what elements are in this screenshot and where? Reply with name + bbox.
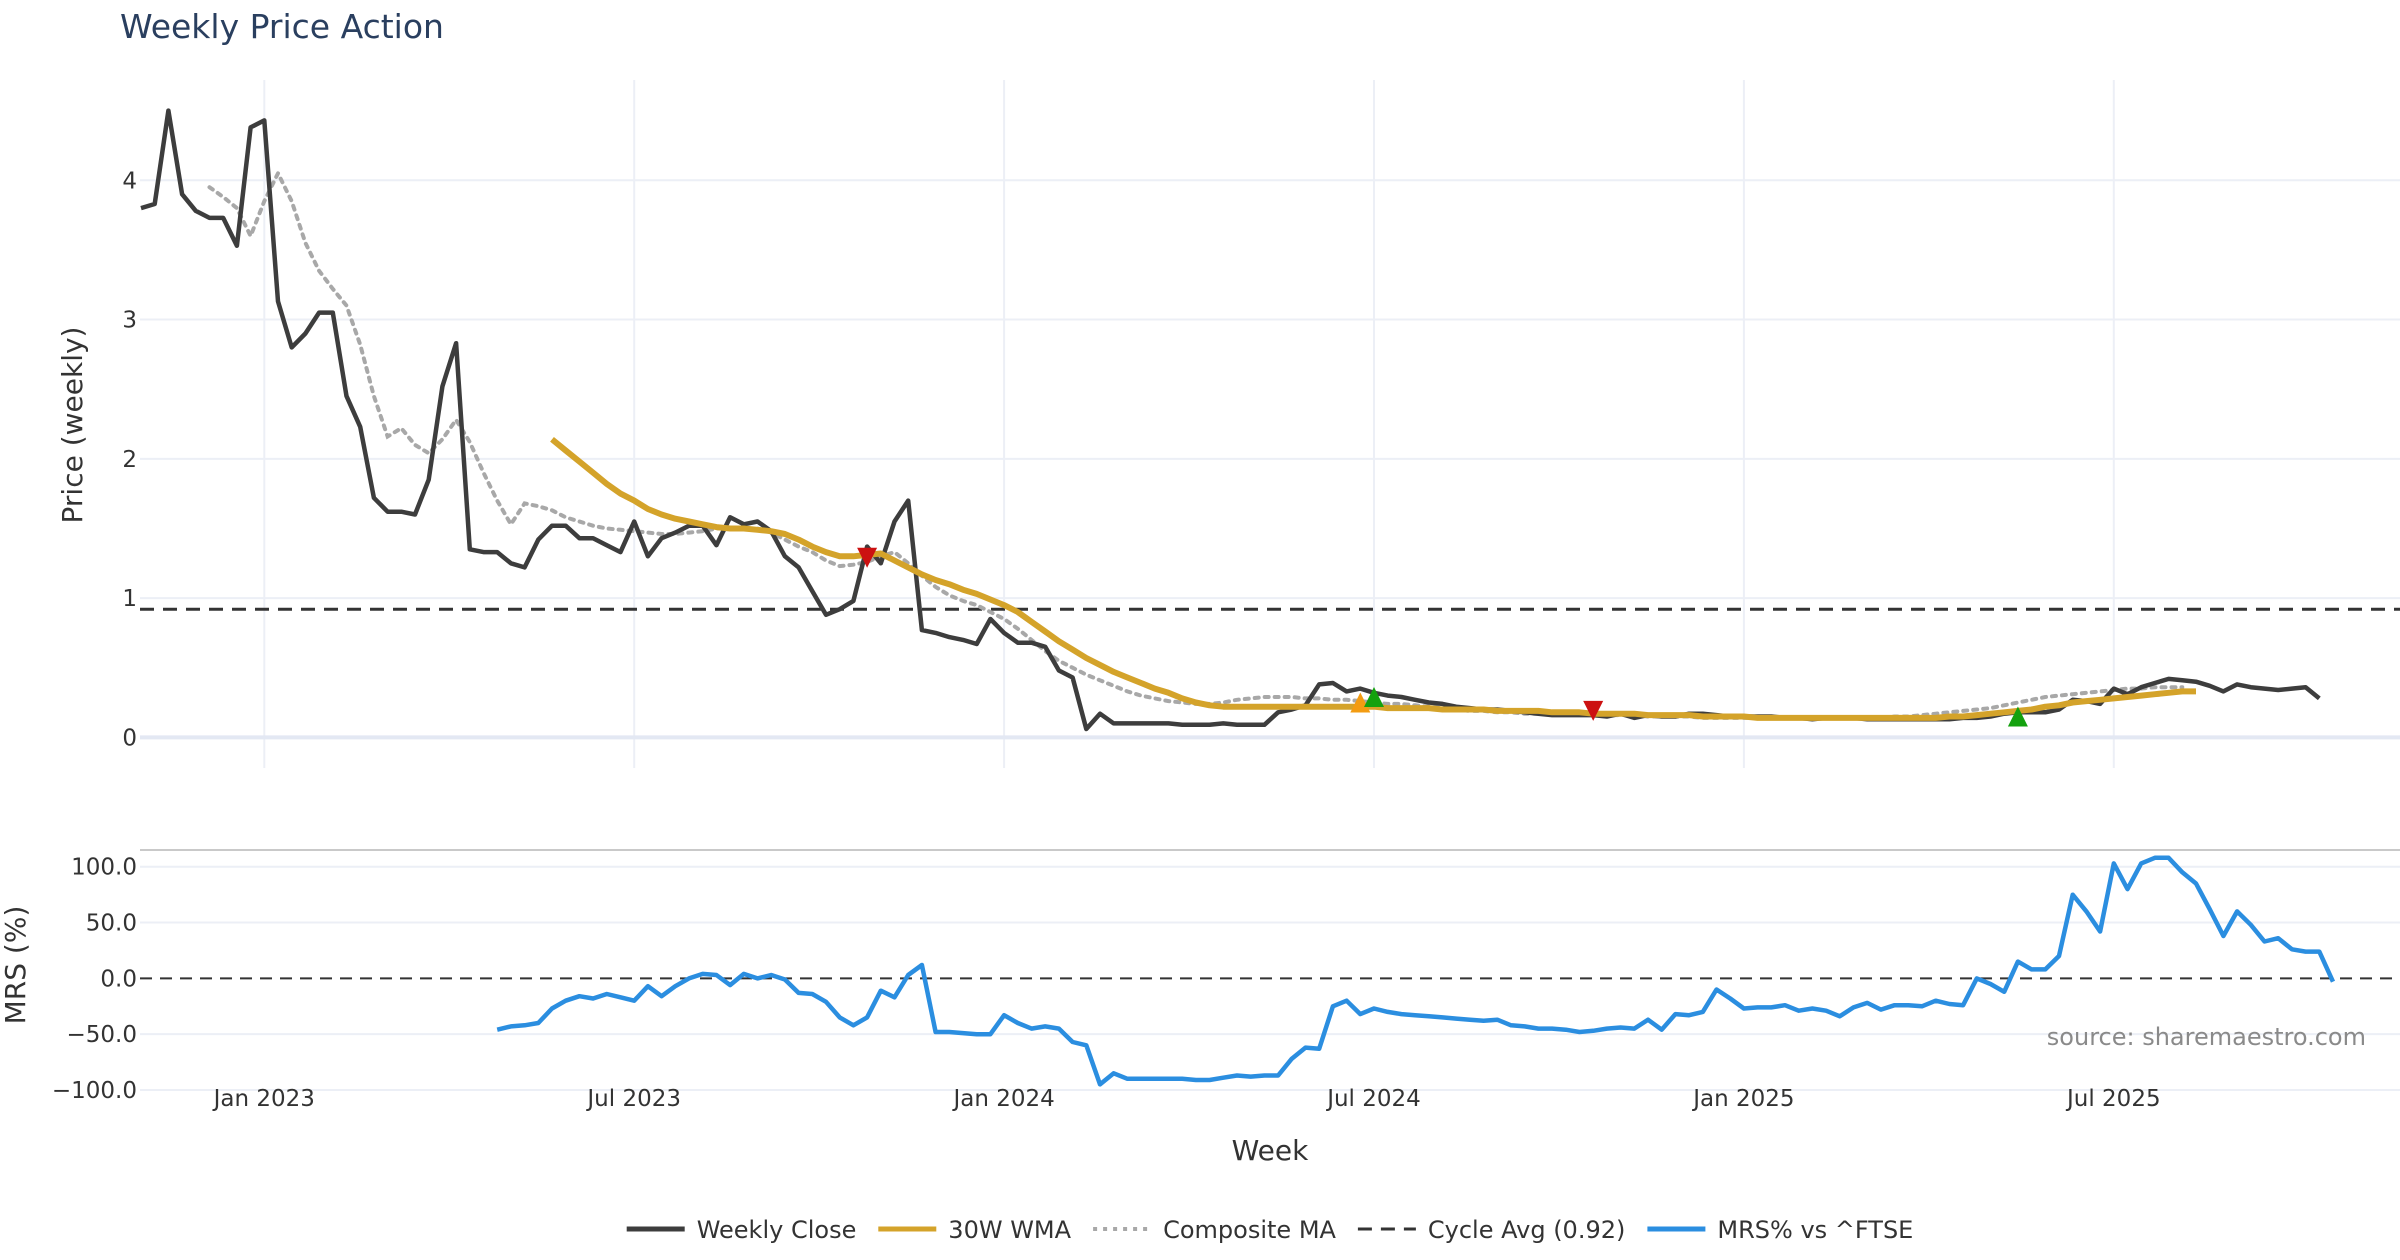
mrs-y-ticks: 100.0 50.0 0.0 −50.0 −100.0 [52, 855, 137, 1104]
x-tick-label: Jul 2024 [1325, 1086, 1421, 1112]
price-series [140, 108, 2400, 732]
signal-sell-marker [1583, 700, 1604, 721]
mrs-ytick-label: −100.0 [52, 1078, 137, 1104]
legend-item-composite: Composite MA [1093, 1216, 1337, 1244]
price-gridlines [140, 80, 2400, 768]
legend-label-close: Weekly Close [697, 1216, 857, 1244]
legend-label-mrs: MRS% vs ^FTSE [1717, 1216, 1913, 1244]
signal-buy-green-marker [1364, 686, 1384, 707]
signal-buy-green-marker [2007, 706, 2028, 727]
price-ytick-label: 2 [122, 447, 137, 473]
mrs-ytick-label: 0.0 [100, 966, 137, 992]
mrs-ytick-label: −50.0 [67, 1022, 137, 1048]
price-y-ticks: 0 1 2 3 4 [122, 168, 137, 751]
legend-item-cycle: Cycle Avg (0.92) [1357, 1216, 1625, 1244]
signal-buy-orange-marker [1350, 692, 1371, 713]
legend-item-wma: 30W WMA [878, 1216, 1072, 1244]
mrs-y-axis-title: MRS (%) [0, 906, 32, 1025]
x-tick-label: Jan 2024 [951, 1086, 1054, 1112]
mrs-series [140, 855, 2400, 1087]
price-ytick-label: 4 [122, 168, 137, 194]
mrs-ytick-label: 100.0 [71, 855, 137, 881]
mrs-panel: 100.0 50.0 0.0 −50.0 −100.0 [52, 849, 2400, 1104]
legend: Weekly Close 30W WMA Composite MA Cycle Avg… [626, 1216, 1913, 1244]
legend-label-wma: 30W WMA [948, 1216, 1071, 1244]
chart-title: Weekly Price Action [120, 7, 444, 46]
signal-sell-marker [857, 547, 878, 568]
price-panel: 0 1 2 3 4 [122, 80, 2400, 768]
legend-item-close: Weekly Close [626, 1216, 857, 1244]
x-axis-title: Week [1232, 1134, 1309, 1167]
x-tick-label: Jul 2025 [2065, 1086, 2161, 1112]
mrs-line [496, 855, 2336, 1087]
x-tick-label: Jan 2025 [1691, 1086, 1794, 1112]
mrs-gridlines [140, 849, 2400, 1091]
source-note: source: sharemaestro.com [2047, 1023, 2366, 1051]
legend-label-composite: Composite MA [1163, 1216, 1336, 1244]
price-ytick-label: 1 [122, 586, 137, 612]
price-y-axis-title: Price (weekly) [56, 327, 89, 524]
signal-markers [857, 547, 2028, 727]
x-tick-label: Jul 2023 [585, 1086, 681, 1112]
legend-item-mrs: MRS% vs ^FTSE [1647, 1216, 1913, 1244]
x-tick-label: Jan 2023 [212, 1086, 315, 1112]
price-ytick-label: 0 [122, 725, 137, 751]
price-ytick-label: 3 [122, 308, 137, 334]
x-axis-ticks: Jan 2023 Jul 2023 Jan 2024 Jul 2024 Jan 2025… [212, 1086, 2161, 1112]
mrs-ytick-label: 50.0 [86, 911, 137, 937]
legend-label-cycle: Cycle Avg (0.92) [1428, 1216, 1625, 1244]
